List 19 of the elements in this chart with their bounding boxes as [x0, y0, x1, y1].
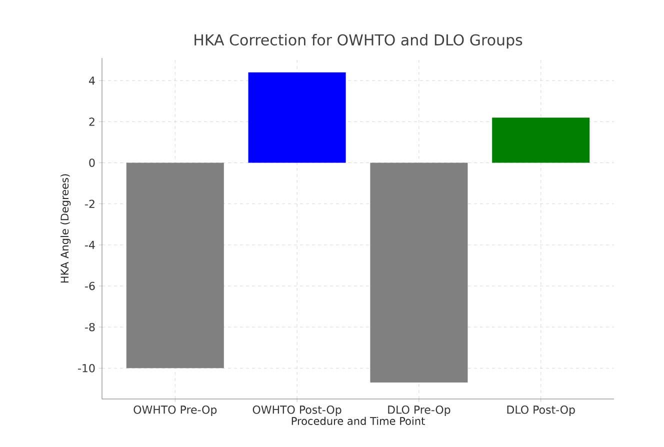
y-tick-label: 0: [89, 158, 95, 167]
bar: [492, 118, 590, 163]
y-tick-label: -2: [85, 200, 94, 208]
bar: [126, 162, 224, 368]
chart-title: HKA Correction for OWHTO and DLO Groups: [194, 34, 522, 48]
x-tick-label: DLO Pre-Op: [388, 406, 450, 416]
bar: [248, 72, 346, 163]
x-axis-title: Procedure and Time Point: [292, 416, 425, 425]
x-tick-label: OWHTO Pre-Op: [134, 406, 217, 416]
bar: [370, 162, 468, 383]
y-tick-label: 4: [89, 76, 95, 85]
y-tick-label: -6: [85, 282, 95, 290]
x-tick-label: DLO Post-Op: [507, 406, 575, 416]
y-tick-label: -10: [78, 364, 95, 372]
y-tick-label: -4: [85, 240, 95, 249]
y-tick-label: 2: [89, 118, 94, 126]
x-tick-label: OWHTO Post-Op: [252, 406, 342, 416]
y-axis-title: HKA Angle (Degrees): [60, 174, 71, 283]
y-tick-label: -8: [85, 322, 95, 332]
